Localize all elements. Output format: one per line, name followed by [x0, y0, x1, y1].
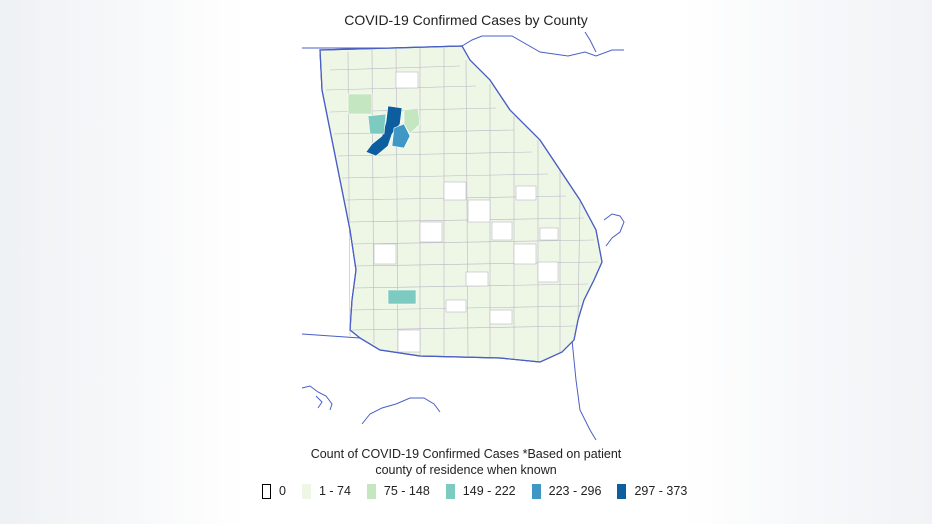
county-zero: [419, 221, 443, 243]
legend-title-line2: county of residence when known: [375, 463, 557, 477]
legend-swatch: [531, 483, 541, 499]
county-zero: [539, 227, 559, 241]
legend-item-0: 0: [262, 483, 286, 499]
county-line: [577, 199, 581, 321]
county-75-148: [347, 93, 373, 115]
county-zero: [537, 261, 559, 283]
legend-label: 75 - 148: [383, 484, 430, 498]
legend-label: 223 - 296: [548, 484, 602, 498]
legend: 0 1 - 74 75 - 148 149 - 222 223 - 296 29…: [262, 482, 703, 500]
legend-item-223-296: 223 - 296: [531, 483, 602, 499]
north-carolina-coast: [584, 31, 597, 53]
county-zero: [467, 199, 491, 223]
county-75-148: [403, 107, 421, 135]
legend-swatch: [445, 483, 455, 499]
legend-swatch: [301, 483, 311, 499]
county-149-222: [367, 113, 387, 135]
county-149-222: [387, 289, 417, 305]
county-line: [465, 59, 469, 357]
county-zero: [491, 221, 513, 241]
county-line: [337, 151, 533, 157]
legend-swatch: [262, 483, 271, 499]
georgia-state-outline: [319, 45, 603, 363]
florida-east-coast: [571, 339, 597, 441]
blurred-background-right: [682, 0, 932, 524]
legend-label: 1 - 74: [318, 484, 351, 498]
legend-title: Count of COVID-19 Confirmed Cases *Based…: [246, 446, 686, 478]
legend-label: 0: [279, 484, 286, 498]
county-zero: [465, 271, 489, 287]
legend-swatch: [366, 483, 376, 499]
map-title: COVID-19 Confirmed Cases by County: [344, 12, 588, 28]
sc-coast: [603, 213, 625, 247]
high-count-counties: [347, 93, 421, 305]
legend-swatch: [617, 483, 627, 499]
county-zero: [397, 329, 421, 353]
gulf-coast-2: [315, 395, 323, 409]
county-line: [371, 49, 375, 345]
county-223-296: [391, 123, 411, 149]
county-zero: [373, 243, 397, 265]
county-line: [341, 173, 549, 179]
legend-title-line1: Count of COVID-19 Confirmed Cases *Based…: [310, 447, 622, 461]
legend-label: 297 - 373: [634, 484, 688, 498]
county-line: [333, 129, 515, 135]
county-zero: [513, 243, 537, 265]
north-carolina-boundary: [482, 35, 624, 57]
county-zero: [445, 299, 467, 313]
county-line: [351, 239, 595, 245]
county-zero: [515, 185, 537, 201]
gulf-coast-3: [361, 397, 441, 425]
legend-item-297-373: 297 - 373: [617, 483, 688, 499]
county-zero: [489, 309, 513, 325]
zero-case-counties: [373, 71, 559, 353]
county-zero: [443, 181, 467, 201]
county-zero: [395, 71, 419, 89]
legend-item-1-74: 1 - 74: [301, 483, 351, 499]
county-line: [351, 325, 577, 331]
blurred-background-left: [0, 0, 246, 524]
county-line: [329, 65, 461, 71]
legend-item-75-148: 75 - 148: [366, 483, 430, 499]
legend-label: 149 - 222: [462, 484, 516, 498]
legend-item-149-222: 149 - 222: [445, 483, 516, 499]
gulf-coast-1: [301, 385, 333, 411]
